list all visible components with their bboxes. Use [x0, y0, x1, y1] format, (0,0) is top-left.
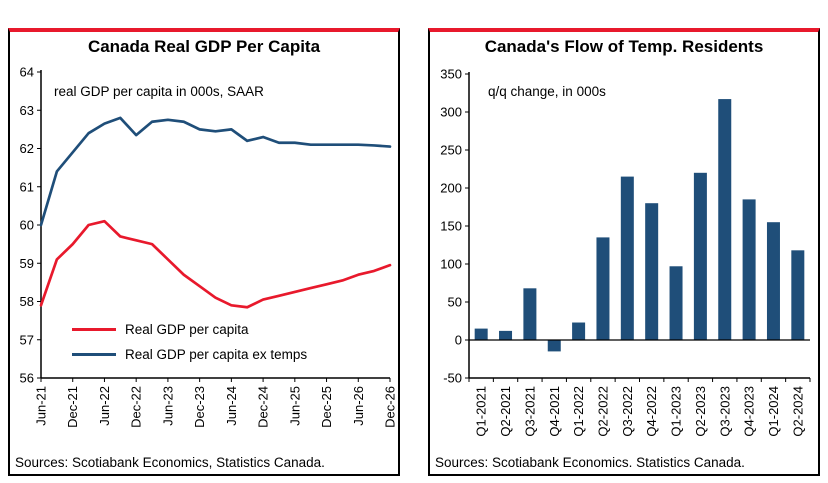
svg-text:150: 150 [440, 219, 462, 234]
svg-text:Q2-2023: Q2-2023 [693, 386, 708, 437]
svg-text:60: 60 [20, 218, 34, 233]
svg-text:58: 58 [20, 294, 34, 309]
legend-label: Real GDP per capita ex temps [125, 347, 308, 362]
svg-text:61: 61 [20, 179, 34, 194]
svg-text:Dec-22: Dec-22 [129, 386, 144, 428]
svg-text:250: 250 [440, 143, 462, 158]
gdp-chart-source: Sources: Scotiabank Economics, Statistic… [15, 455, 325, 470]
svg-text:Dec-21: Dec-21 [65, 386, 80, 428]
svg-text:Q4-2022: Q4-2022 [644, 386, 659, 437]
svg-text:Q3-2021: Q3-2021 [522, 386, 537, 437]
svg-text:59: 59 [20, 256, 34, 271]
svg-text:Dec-25: Dec-25 [319, 386, 334, 428]
svg-text:56: 56 [20, 371, 34, 386]
svg-text:Q3-2022: Q3-2022 [620, 386, 635, 437]
svg-text:200: 200 [440, 181, 462, 196]
svg-text:64: 64 [20, 66, 34, 80]
gdp-line-chart: 56 57 58 59 60 61 62 63 64 Jun-21 Dec-21 Jun-22 Dec-… [20, 66, 398, 428]
temp-residents-panel: Canada's Flow of Temp. Residents -50 0 50 1… [428, 28, 820, 476]
legend-item-real-gdp-ex-temps: Real GDP per capita ex temps [72, 347, 307, 362]
svg-text:Q4-2023: Q4-2023 [742, 386, 757, 437]
svg-text:Q4-2021: Q4-2021 [547, 386, 562, 437]
svg-text:Q2-2022: Q2-2022 [595, 386, 610, 437]
svg-text:62: 62 [20, 141, 34, 156]
svg-text:50: 50 [448, 295, 462, 310]
svg-text:Dec-26: Dec-26 [383, 386, 398, 428]
svg-text:Q1-2023: Q1-2023 [669, 386, 684, 437]
legend-item-real-gdp: Real GDP per capita [72, 322, 307, 337]
gdp-chart-subtitle: real GDP per capita in 000s, SAAR [54, 84, 264, 99]
svg-text:Jun-25: Jun-25 [287, 386, 302, 426]
gdp-per-capita-panel: Canada Real GDP Per Capita 56 57 58 59 60 61 6… [8, 28, 400, 476]
svg-text:Dec-24: Dec-24 [256, 386, 271, 428]
svg-text:Q2-2021: Q2-2021 [498, 386, 513, 437]
gdp-chart-legend: Real GDP per capita Real GDP per capita … [72, 322, 307, 372]
gdp-chart-title: Canada Real GDP Per Capita [87, 37, 321, 56]
svg-text:Jun-21: Jun-21 [34, 386, 49, 426]
svg-text:Jun-22: Jun-22 [97, 386, 112, 426]
svg-text:Jun-23: Jun-23 [160, 386, 175, 426]
legend-label: Real GDP per capita [125, 322, 249, 337]
svg-text:Dec-23: Dec-23 [192, 386, 207, 428]
temp-residents-bar-chart: -50 0 50 100 150 200 250 300 350 Q1-2021 Q2-2021 Q3… [440, 67, 811, 437]
svg-text:Q1-2021: Q1-2021 [474, 386, 489, 437]
svg-text:Jun-26: Jun-26 [351, 386, 366, 426]
svg-text:Jun-24: Jun-24 [224, 386, 239, 426]
svg-text:-50: -50 [443, 371, 462, 386]
temp-residents-title: Canada's Flow of Temp. Residents [484, 37, 764, 56]
svg-text:Q3-2023: Q3-2023 [717, 386, 732, 437]
svg-text:Q1-2024: Q1-2024 [766, 386, 781, 437]
svg-text:100: 100 [440, 257, 462, 272]
svg-text:Q2-2024: Q2-2024 [790, 386, 805, 437]
svg-text:63: 63 [20, 103, 34, 118]
red-line-swatch [72, 328, 116, 331]
svg-text:Q1-2022: Q1-2022 [571, 386, 586, 437]
svg-text:350: 350 [440, 67, 462, 82]
svg-text:300: 300 [440, 105, 462, 120]
temp-residents-subtitle: q/q change, in 000s [488, 84, 606, 99]
navy-line-swatch [72, 353, 116, 356]
temp-residents-source: Sources: Scotiabank Economics. Statistic… [435, 455, 745, 470]
svg-text:0: 0 [455, 333, 462, 348]
svg-text:57: 57 [20, 332, 34, 347]
